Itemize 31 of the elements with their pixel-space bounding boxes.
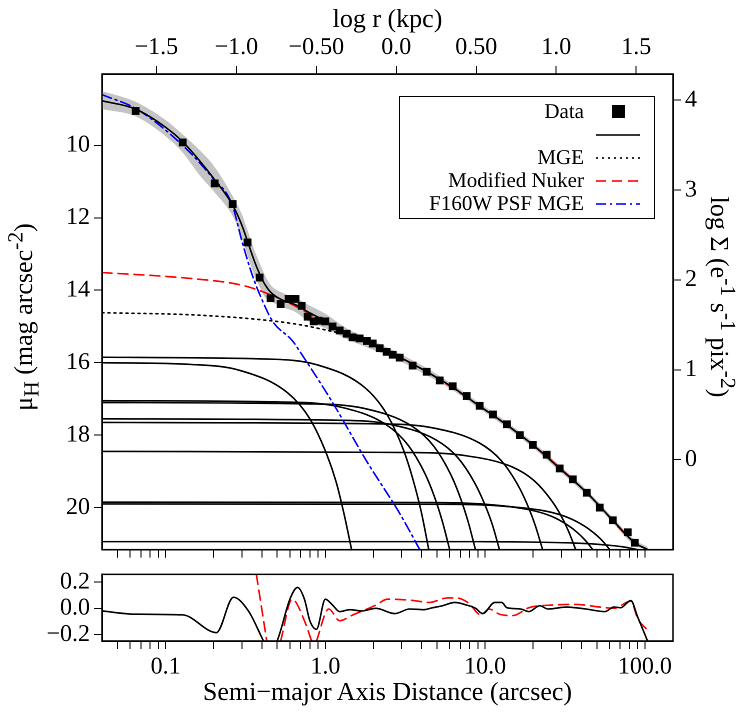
y-tick-label: 0.0 xyxy=(60,594,90,621)
x2-tick-label: −0.50 xyxy=(288,34,344,60)
y2-tick-label: 0 xyxy=(685,446,697,472)
x-tick-label: 100.0 xyxy=(618,654,672,680)
y-tick-label: 10 xyxy=(66,132,90,158)
legend-label: Modified Nuker xyxy=(448,168,584,193)
y-tick-label: 12 xyxy=(66,204,90,230)
y2-tick-label: 4 xyxy=(685,86,697,112)
y-tick-label: 18 xyxy=(66,421,90,448)
x-tick-label: 10.0 xyxy=(464,654,506,680)
y-tick-label: 16 xyxy=(66,348,90,375)
x-axis-title: Semi−major Axis Distance (arcsec) xyxy=(202,677,572,707)
x-tick-label: 1.0 xyxy=(310,654,340,680)
x2-tick-label: −1.5 xyxy=(134,34,178,60)
legend-label: F160W PSF MGE xyxy=(429,191,584,216)
y-tick-label: 0.2 xyxy=(60,568,90,595)
legend-label: Data xyxy=(544,99,584,124)
y2-tick-label: 3 xyxy=(685,176,697,202)
y-tick-label: 20 xyxy=(66,494,90,520)
y-tick-label: −0.2 xyxy=(46,620,90,647)
x2-axis-title: log r (kpc) xyxy=(332,4,442,34)
x2-tick-label: 1.0 xyxy=(541,34,572,60)
y2-tick-label: 2 xyxy=(685,266,697,292)
y-tick-label: 14 xyxy=(66,276,90,303)
x2-tick-label: −1.0 xyxy=(214,34,258,60)
x2-tick-label: 0.0 xyxy=(381,34,412,60)
y2-tick-label: 1 xyxy=(685,356,697,382)
x-tick-label: 0.1 xyxy=(150,654,181,680)
legend-label: MGE xyxy=(537,145,584,170)
x2-tick-label: 0.50 xyxy=(455,34,498,60)
x2-tick-label: 1.5 xyxy=(621,34,652,60)
